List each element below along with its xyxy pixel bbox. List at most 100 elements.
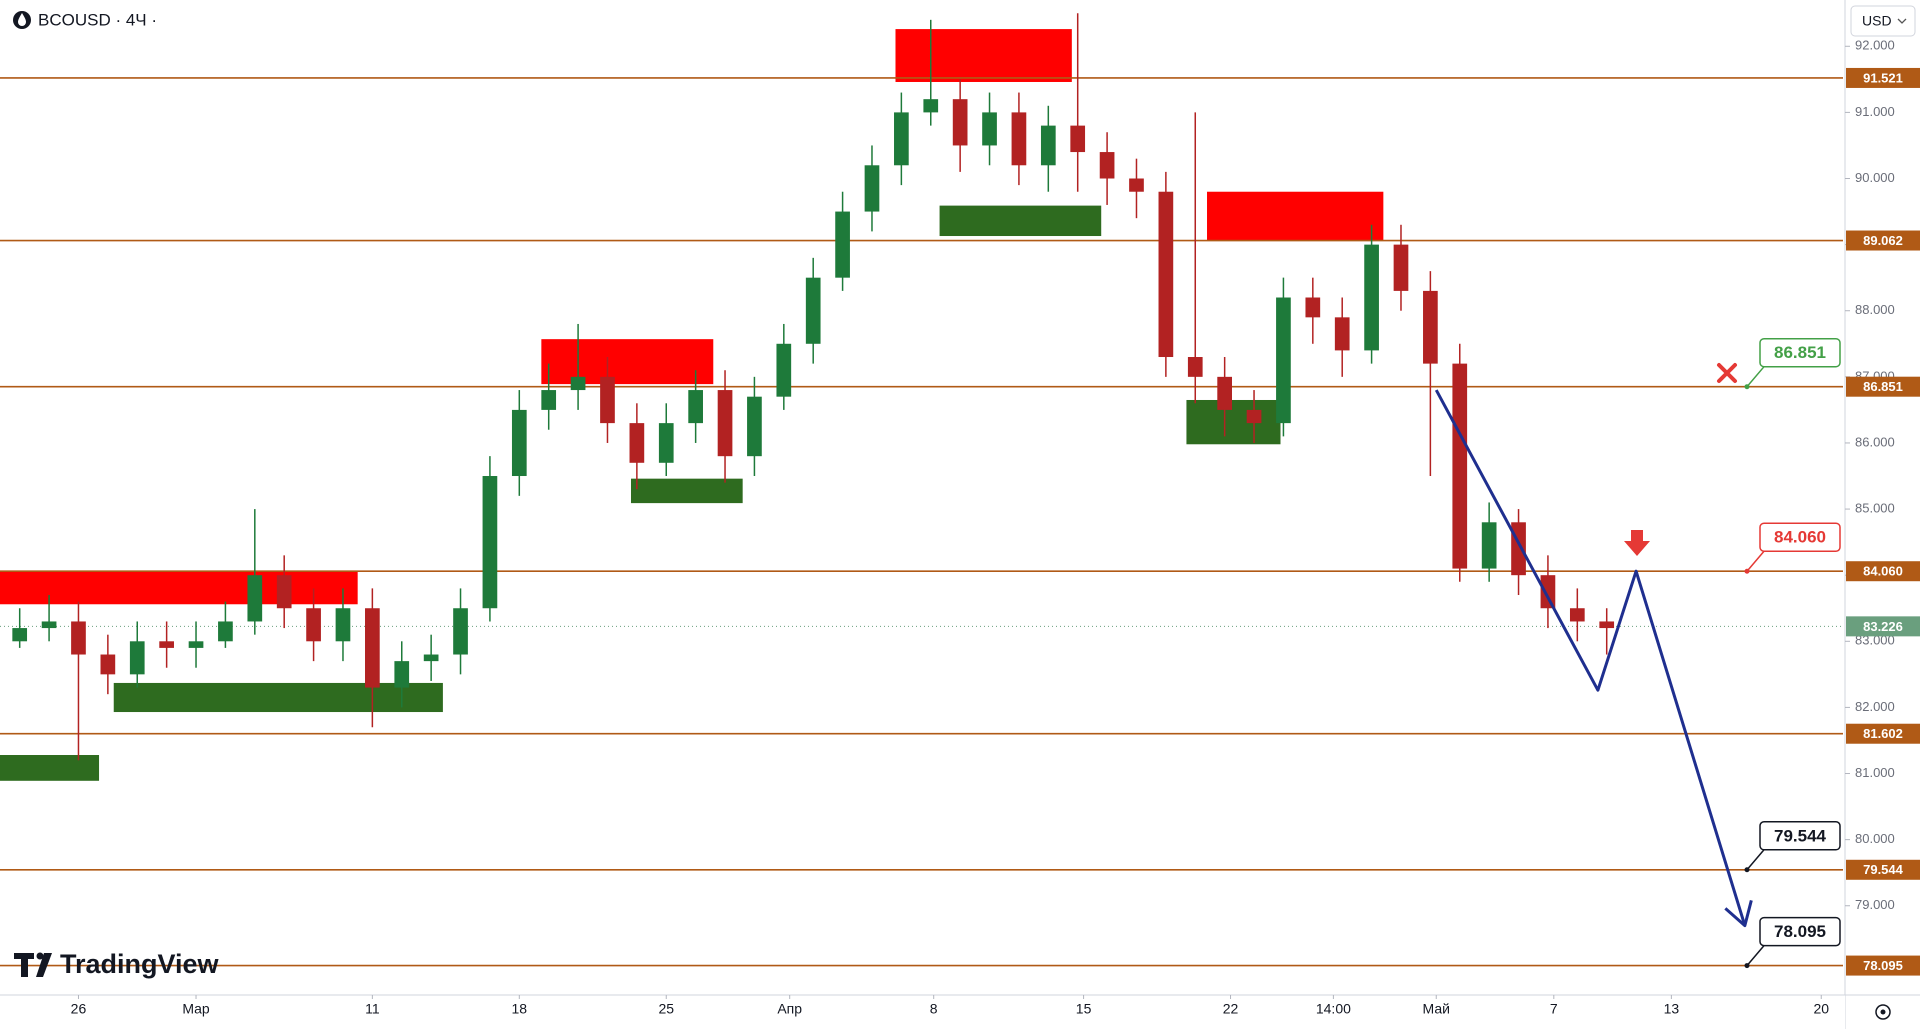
currency-label: USD <box>1862 13 1892 29</box>
candle-body <box>188 641 204 648</box>
zone <box>939 205 1102 237</box>
candle-body <box>1599 621 1615 629</box>
level-price-tag <box>1846 859 1920 880</box>
watermark-text: TradingView <box>60 949 220 979</box>
callout-dot <box>1744 867 1750 873</box>
level-price-tag <box>1846 230 1920 251</box>
labels-layer: 79.00080.00081.00082.00083.00084.00085.0… <box>71 38 1920 1017</box>
settings-button[interactable] <box>1875 1004 1891 1020</box>
candle-body <box>1246 409 1262 424</box>
projection-line <box>1434 389 1747 927</box>
y-tick-label: 90.000 <box>1855 170 1895 185</box>
candle-body <box>365 608 380 688</box>
chart-title: BCOUSD · 4Ч · <box>38 10 157 29</box>
candle-body <box>71 621 86 655</box>
candle-body <box>1364 244 1379 351</box>
candle-body <box>453 608 468 655</box>
candle-body <box>394 661 410 688</box>
time-axis-bg <box>0 995 1845 1029</box>
y-tick-label: 86.000 <box>1855 434 1895 449</box>
callout-box <box>1759 916 1841 947</box>
zone <box>895 29 1072 82</box>
candle-body <box>1393 244 1409 291</box>
candle-body <box>1158 191 1174 358</box>
callout-tail <box>1746 945 1765 967</box>
overlay-layer: 86.851 84.060 79.544 78.095 <box>1434 337 1841 969</box>
level-price-label: 86.851 <box>1863 379 1903 394</box>
price-axis-bg <box>1845 0 1920 1029</box>
zone <box>541 339 714 385</box>
level-price-label: 84.060 <box>1863 564 1903 579</box>
candle-body <box>629 423 645 463</box>
candle-body <box>658 423 674 463</box>
candle-body <box>1276 297 1291 424</box>
candle-body <box>1129 178 1144 192</box>
candle-body <box>776 343 792 397</box>
candle-body <box>482 476 498 609</box>
y-tick-label: 80.000 <box>1855 831 1895 846</box>
level-price-label: 79.544 <box>1863 862 1904 877</box>
candle-body <box>1481 522 1497 569</box>
levels-layer <box>0 77 1843 967</box>
x-tick-label: 22 <box>1223 1001 1239 1017</box>
candle-body <box>41 621 57 629</box>
watermark-logo <box>14 952 52 977</box>
candle-body <box>276 575 292 609</box>
x-tick-label: 25 <box>658 1001 674 1017</box>
currency-button[interactable] <box>1850 5 1916 37</box>
zones-layer <box>0 29 1384 781</box>
candle-body <box>306 608 321 642</box>
y-tick-label: 81.000 <box>1855 765 1895 780</box>
x-tick-label: 26 <box>71 1001 87 1017</box>
candle-body <box>747 396 762 457</box>
level-price-label: 78.095 <box>1863 958 1903 973</box>
callout-dot <box>1744 963 1750 969</box>
zone <box>0 571 358 605</box>
candle-body <box>600 376 615 424</box>
zone <box>1186 399 1281 445</box>
level-price-label: 81.602 <box>1863 726 1903 741</box>
candle-body <box>12 628 28 642</box>
level-price-label: 89.062 <box>1863 233 1903 248</box>
candle-body <box>1187 357 1203 377</box>
candle-body <box>1452 363 1468 569</box>
last-price-label: 83.226 <box>1863 619 1903 634</box>
symbol-icon-drop <box>18 13 26 26</box>
down-arrow-marker <box>1624 530 1650 556</box>
logo-dot <box>36 952 44 960</box>
x-tick-label: 18 <box>512 1001 528 1017</box>
candle-body <box>1305 297 1321 318</box>
callout-tail <box>1746 366 1765 388</box>
x-tick-label: 20 <box>1813 1001 1829 1017</box>
callout-box <box>1759 337 1841 368</box>
callout-box <box>1759 522 1841 552</box>
callout-label: 86.851 <box>1774 343 1826 362</box>
zone <box>1207 191 1384 241</box>
candle-body <box>129 641 145 675</box>
callout-tail <box>1746 550 1765 572</box>
candle-body <box>923 99 939 113</box>
cancel-marker <box>1717 363 1737 383</box>
y-tick-label: 92.000 <box>1855 38 1895 53</box>
x-tick-label: 8 <box>930 1001 938 1017</box>
candle-body <box>688 390 703 424</box>
y-tick-label: 82.000 <box>1855 699 1895 714</box>
x-tick-label: 15 <box>1076 1001 1092 1017</box>
candle-body <box>717 390 733 457</box>
callout-box <box>1759 821 1841 851</box>
projection-arrowhead <box>1724 900 1753 928</box>
y-tick-label: 91.000 <box>1855 104 1895 119</box>
candle-body <box>835 211 850 278</box>
callout-label: 84.060 <box>1774 528 1826 547</box>
x-tick-label: 11 <box>365 1001 380 1017</box>
candle-body <box>335 608 351 642</box>
candles-layer <box>12 13 1615 761</box>
x-tick-label: Май <box>1423 1001 1450 1017</box>
ui-layer: BCOUSD · 4Ч · USD TradingView <box>13 5 1916 1020</box>
logo-v <box>36 953 52 977</box>
candle-body <box>1423 290 1438 364</box>
level-price-tag <box>1846 376 1920 397</box>
level-price-tag <box>1846 561 1920 582</box>
